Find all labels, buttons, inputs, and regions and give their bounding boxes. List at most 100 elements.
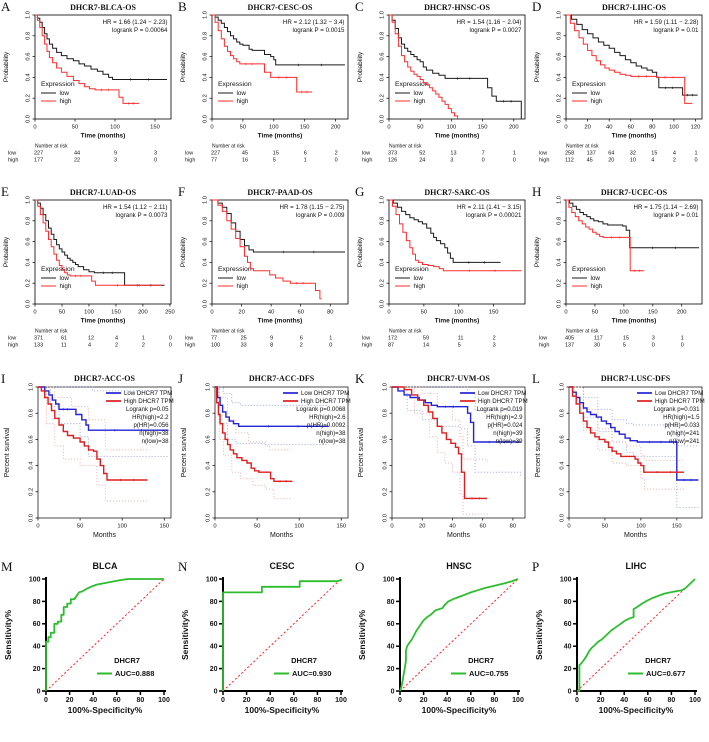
panel-letter: F [178, 185, 185, 199]
x-tick-label: 20 [419, 524, 425, 530]
y-tick-label: 0.0 [29, 514, 35, 522]
risk-value: 11 [458, 336, 464, 342]
y-tick-label: 1.0 [26, 196, 32, 204]
y-tick-label: 0.2 [203, 279, 209, 287]
y-axis-label: Probability [534, 236, 541, 267]
panel-title: BLCA [93, 561, 118, 571]
censor-mark [79, 274, 82, 278]
y-axis-label: Percent survival [535, 427, 542, 477]
x-tick-label: 100 [269, 125, 279, 131]
plot-box [565, 14, 703, 120]
panel-letter: C [355, 0, 364, 14]
panel-title: DHCR7-BLCA-OS [70, 3, 136, 12]
survival-curve-high [569, 386, 684, 473]
confidence-band [215, 386, 329, 406]
risk-row-label: high [185, 158, 195, 164]
y-tick-label: 20 [33, 666, 41, 673]
x-tick-label: 60 [297, 310, 303, 316]
y-tick-label: 0.8 [203, 32, 209, 40]
y-tick-label: 0.2 [557, 279, 563, 287]
censor-mark [674, 246, 677, 249]
risk-value: 117 [594, 336, 603, 342]
x-tick-label: 50 [592, 310, 598, 316]
panel-letter: A [1, 0, 11, 14]
x-tick-label: 0 [210, 125, 213, 131]
survival-curve-low [392, 386, 521, 443]
y-tick-label: 0.4 [557, 258, 563, 267]
y-tick-label: 0.0 [203, 115, 209, 123]
risk-value: 61 [61, 336, 67, 342]
y-tick-label: 1.0 [26, 11, 32, 19]
x-tick-label: 80 [314, 697, 322, 704]
y-tick-label: 0.0 [26, 115, 32, 123]
x-tick-label: 150 [150, 125, 160, 131]
confidence-band [38, 386, 148, 502]
risk-row-label: low [8, 336, 16, 342]
risk-value: 0 [513, 158, 516, 164]
x-axis-label: Months [270, 532, 293, 539]
risk-value: 4 [651, 158, 654, 164]
risk-value: 0 [169, 343, 172, 349]
risk-value: 32 [630, 151, 636, 157]
km-curve-low [389, 14, 522, 119]
y-axis-label: Probability [357, 51, 364, 82]
x-tick-label: 150 [336, 524, 346, 530]
risk-value: 227 [34, 151, 43, 157]
x-tick-label: 150 [111, 310, 121, 316]
y-tick-label: 0.4 [26, 258, 32, 267]
x-tick-label: 50 [59, 310, 65, 316]
km-curve-low [566, 14, 698, 96]
censor-mark [645, 75, 648, 78]
censor-mark [129, 78, 132, 81]
risk-value: 5 [623, 343, 626, 349]
y-tick-label: 0.8 [380, 32, 386, 40]
risk-value: 5 [458, 343, 461, 349]
x-axis-label: Time (months) [81, 133, 126, 140]
km-curve-high [212, 14, 313, 93]
legend-label: High DHCR7 TPM [655, 398, 705, 405]
y-tick-label: 0.4 [560, 461, 566, 470]
x-axis-label: 100%-Specificity% [245, 705, 320, 715]
risk-value: 4 [673, 151, 676, 157]
censor-mark [284, 480, 288, 483]
legend-gene-label: DHCR7 [114, 656, 140, 665]
y-tick-label: 0.8 [557, 32, 563, 40]
risk-value: 0 [695, 158, 698, 164]
risk-value: 2 [115, 343, 118, 349]
x-tick-label: 50 [240, 125, 246, 131]
legend-label: low [237, 90, 247, 97]
censor-mark [502, 100, 505, 103]
risk-table-header: Number at risk [566, 329, 599, 335]
x-tick-label: 20 [238, 310, 244, 316]
y-tick-label: 0.0 [557, 115, 563, 123]
legend-label: High DHCR7 TPM [124, 398, 174, 405]
legend-gene-label: DHCR7 [468, 656, 494, 665]
risk-value: 2 [673, 158, 676, 164]
censor-mark [483, 261, 486, 264]
x-tick-label: 50 [417, 125, 423, 131]
censor-mark [655, 471, 659, 474]
y-tick-label: 0.8 [383, 409, 389, 417]
risk-value: 11 [61, 343, 67, 349]
risk-value: 77 [211, 158, 217, 164]
x-axis-label: Time (months) [435, 133, 480, 140]
risk-value: 2 [493, 336, 496, 342]
censor-mark [111, 271, 114, 274]
legend-label: Low DHCR7 TPM [655, 390, 703, 397]
risk-row-label: high [539, 343, 549, 349]
stats-annotation: HR = 1.78 (1.15 − 2.75) [279, 204, 344, 211]
panel-title: DHCR7-LUAD-OS [70, 188, 137, 197]
censor-mark [320, 63, 323, 67]
stats-annotation: n(high)=39 [493, 430, 523, 437]
censor-mark [132, 102, 135, 105]
risk-value: 9 [114, 151, 117, 157]
panel-I-chart: I DHCR7-ACC-OS 0.0 0.2 0.4 0.6 0.8 1.0 Percent s… [1, 371, 174, 539]
risk-table-header: Number at risk [566, 144, 599, 150]
y-axis-label: Percent survival [4, 427, 11, 477]
x-axis-label: Months [93, 532, 116, 539]
y-tick-label: 80 [210, 599, 218, 606]
legend-label: high [237, 283, 249, 290]
y-axis-label: Sensitivity% [534, 610, 544, 661]
stats-annotation: HR = 1.66 (1.24 − 2.23) [102, 19, 167, 26]
